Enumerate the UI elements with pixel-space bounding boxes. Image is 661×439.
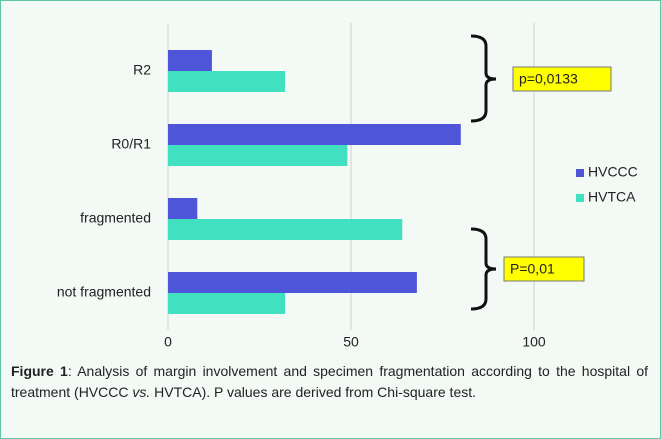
bar bbox=[168, 71, 286, 92]
legend-swatch bbox=[576, 169, 584, 177]
bar bbox=[168, 272, 417, 293]
annotation-box bbox=[503, 256, 585, 282]
bar bbox=[168, 198, 198, 219]
x-tick-label: 50 bbox=[343, 334, 359, 350]
bar bbox=[168, 50, 212, 71]
caption-text: : Analysis of margin involvement and spe… bbox=[11, 363, 648, 400]
bracket bbox=[470, 34, 497, 123]
caption-text: HVTCA). P values are derived from Chi-sq… bbox=[150, 384, 477, 400]
legend-swatch bbox=[576, 194, 584, 202]
caption: Figure 1: Analysis of margin involvement… bbox=[11, 361, 648, 403]
bracket bbox=[470, 227, 497, 311]
y-tick-label: fragmented bbox=[80, 210, 151, 226]
annotation: p=0,0133 bbox=[519, 71, 578, 87]
legend-label: HVCCC bbox=[588, 164, 638, 180]
caption-emphasis: vs. bbox=[132, 384, 151, 400]
annotation: P=0,01 bbox=[510, 261, 555, 277]
bar bbox=[168, 293, 286, 314]
y-tick-label: R0/R1 bbox=[111, 136, 151, 152]
bar bbox=[168, 145, 348, 166]
x-tick-label: 100 bbox=[522, 334, 546, 350]
chart: 0 50 100 R2 R0/R1 fragmented not fragmented HVC… bbox=[57, 23, 638, 350]
y-tick-label: not fragmented bbox=[57, 284, 151, 300]
y-tick-label: R2 bbox=[133, 62, 151, 78]
annotation-box bbox=[512, 66, 612, 92]
legend-label: HVTCA bbox=[588, 189, 636, 205]
x-tick-label: 0 bbox=[164, 334, 172, 350]
bar bbox=[168, 124, 461, 145]
bar bbox=[168, 219, 403, 240]
caption-label: Figure 1 bbox=[11, 363, 68, 379]
